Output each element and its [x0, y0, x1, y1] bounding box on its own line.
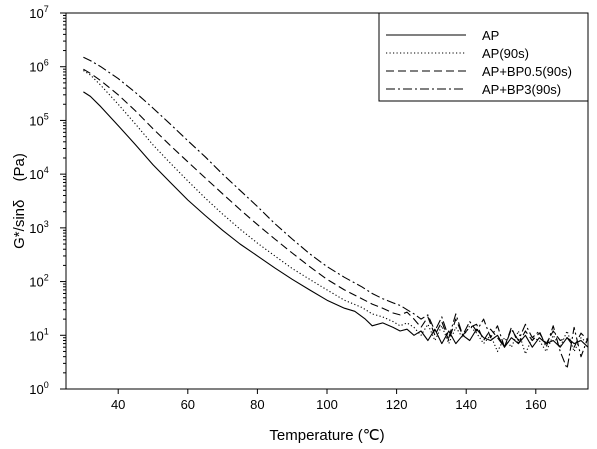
x-axis-title: Temperature (℃) [269, 427, 384, 444]
x-tick-label: 40 [111, 397, 125, 412]
y-axis-title-unit: (Pa) [11, 153, 28, 181]
y-tick-label: 103 [29, 219, 48, 236]
y-tick-label: 100 [29, 380, 48, 397]
legend-label: AP [482, 28, 499, 43]
y-tick-label: 106 [29, 58, 48, 75]
series-line-ap-90s [83, 70, 589, 355]
x-tick-label: 120 [386, 397, 408, 412]
series-line-ap [83, 91, 589, 348]
y-tick-label: 107 [29, 4, 48, 21]
y-tick-label: 101 [29, 326, 48, 343]
x-tick-label: 100 [316, 397, 338, 412]
y-tick-label: 105 [29, 111, 48, 128]
series-lines [83, 56, 589, 370]
legend: AP AP(90s) AP+BP0.5(90s) AP+BP3(90s) [378, 12, 589, 102]
y-tick-label: 104 [29, 165, 48, 182]
legend-label: AP+BP3(90s) [482, 82, 561, 97]
series-line-ap-bp3-90s [83, 56, 589, 370]
x-tick-label: 140 [455, 397, 477, 412]
y-axis-title: G*/sinδ (Pa) [11, 153, 28, 249]
series-line-ap-bp0-5-90s [83, 68, 589, 348]
x-axis: 40 60 80 100 120 140 160 [111, 389, 547, 412]
x-tick-label: 160 [525, 397, 547, 412]
x-tick-label: 60 [181, 397, 195, 412]
svg-text:G*/sinδ (Pa): G*/sinδ (Pa) [11, 153, 28, 249]
y-axis: 100 101 102 103 104 105 106 107 [29, 4, 66, 397]
legend-box [378, 12, 589, 102]
legend-label: AP(90s) [482, 46, 529, 61]
y-tick-label: 102 [29, 273, 48, 290]
legend-label: AP+BP0.5(90s) [482, 64, 572, 79]
y-axis-title-main: G*/sinδ [11, 200, 28, 249]
x-tick-label: 80 [250, 397, 264, 412]
